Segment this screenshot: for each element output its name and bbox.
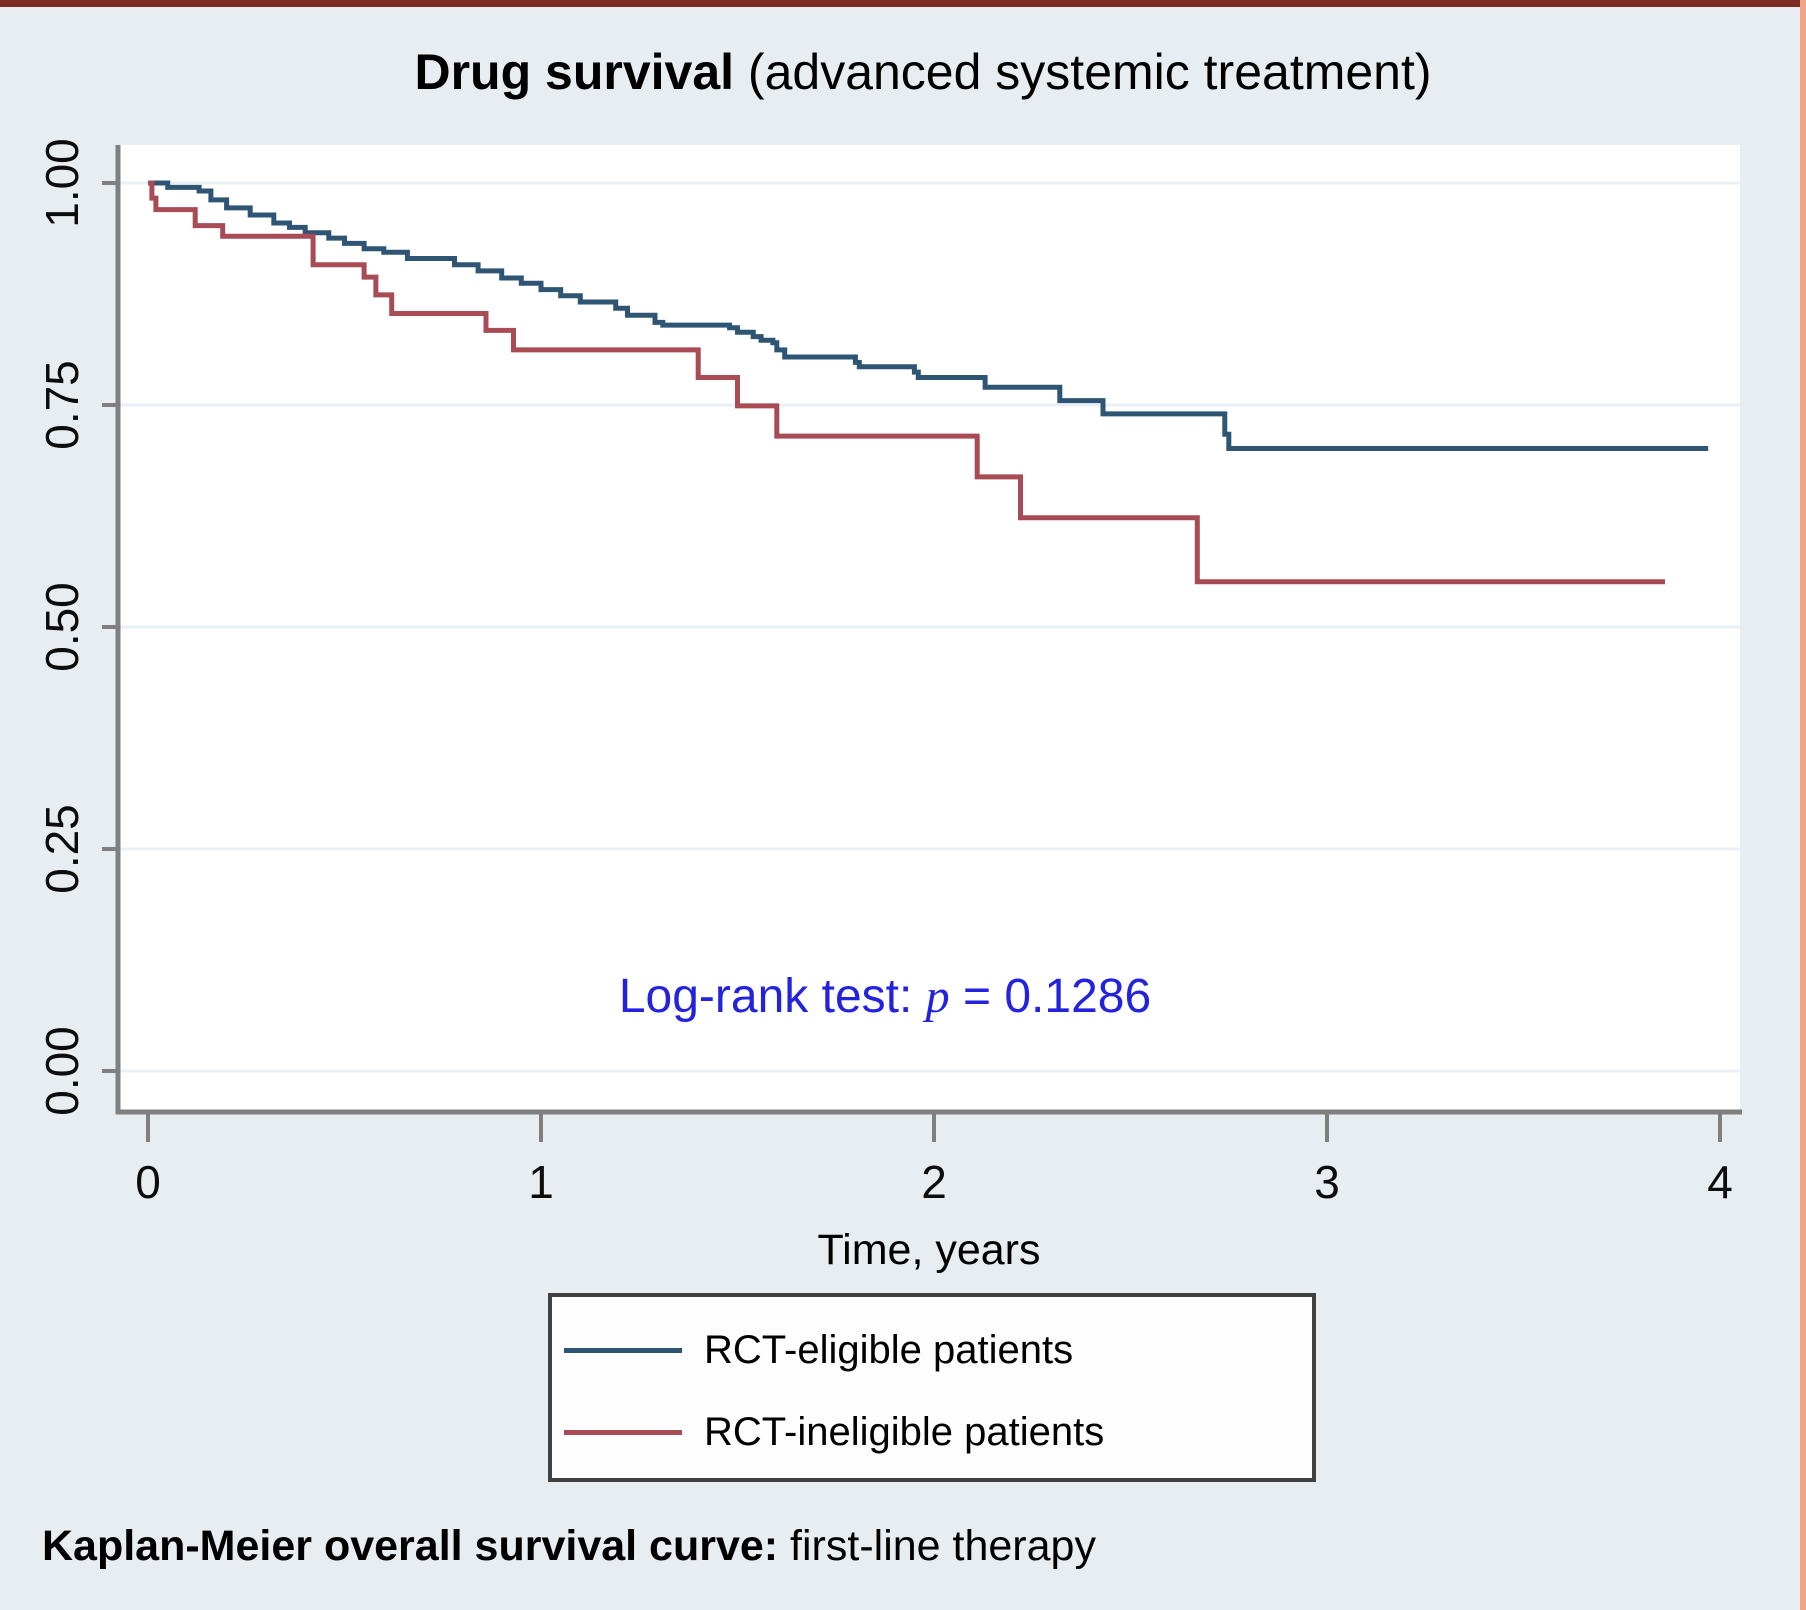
- logrank-p-symbol: p: [925, 970, 950, 1023]
- y-tick-label: 0.25: [36, 804, 88, 894]
- figure-caption: Kaplan-Meier overall survival curve: fir…: [42, 1520, 1096, 1572]
- y-tick-label: 0.50: [36, 582, 88, 672]
- legend-label-ineligible: RCT-ineligible patients: [704, 1409, 1105, 1454]
- page-right-border: [1800, 0, 1806, 1610]
- x-tick-label: 2: [921, 1156, 947, 1208]
- x-tick-label: 1: [528, 1156, 554, 1208]
- km-curve: [148, 180, 1665, 585]
- page-top-border: [0, 0, 1806, 7]
- y-tick-label: 0.00: [36, 1026, 88, 1116]
- figure-caption-regular: first-line therapy: [778, 1522, 1096, 1570]
- logrank-annotation: Log-rank test: p = 0.1286: [500, 968, 1270, 1026]
- km-curve: [148, 180, 1709, 451]
- x-axis-title: Time, years: [817, 1226, 1041, 1274]
- legend-item-ineligible: RCT-ineligible patients: [552, 1391, 1312, 1473]
- x-tick-label: 3: [1314, 1156, 1340, 1208]
- x-tick-label: 4: [1707, 1156, 1733, 1208]
- logrank-text-before: Log-rank test:: [618, 970, 926, 1023]
- y-tick-label: 0.75: [36, 360, 88, 450]
- legend-swatch-ineligible: [564, 1429, 682, 1435]
- chart-title-regular: (advanced systemic treatment): [734, 44, 1432, 100]
- y-tick-label: 1.00: [36, 138, 88, 228]
- legend-item-eligible: RCT-eligible patients: [552, 1309, 1312, 1391]
- legend-swatch-eligible: [564, 1347, 682, 1353]
- x-tick-label: 0: [135, 1156, 161, 1208]
- figure-caption-bold: Kaplan-Meier overall survival curve:: [42, 1522, 779, 1570]
- logrank-text-after: = 0.1286: [949, 970, 1152, 1023]
- chart-title-bold: Drug survival: [414, 44, 735, 100]
- chart-title: Drug survival (advanced systemic treatme…: [40, 42, 1806, 102]
- legend: RCT-eligible patients RCT-ineligible pat…: [548, 1293, 1316, 1482]
- legend-label-eligible: RCT-eligible patients: [704, 1327, 1074, 1372]
